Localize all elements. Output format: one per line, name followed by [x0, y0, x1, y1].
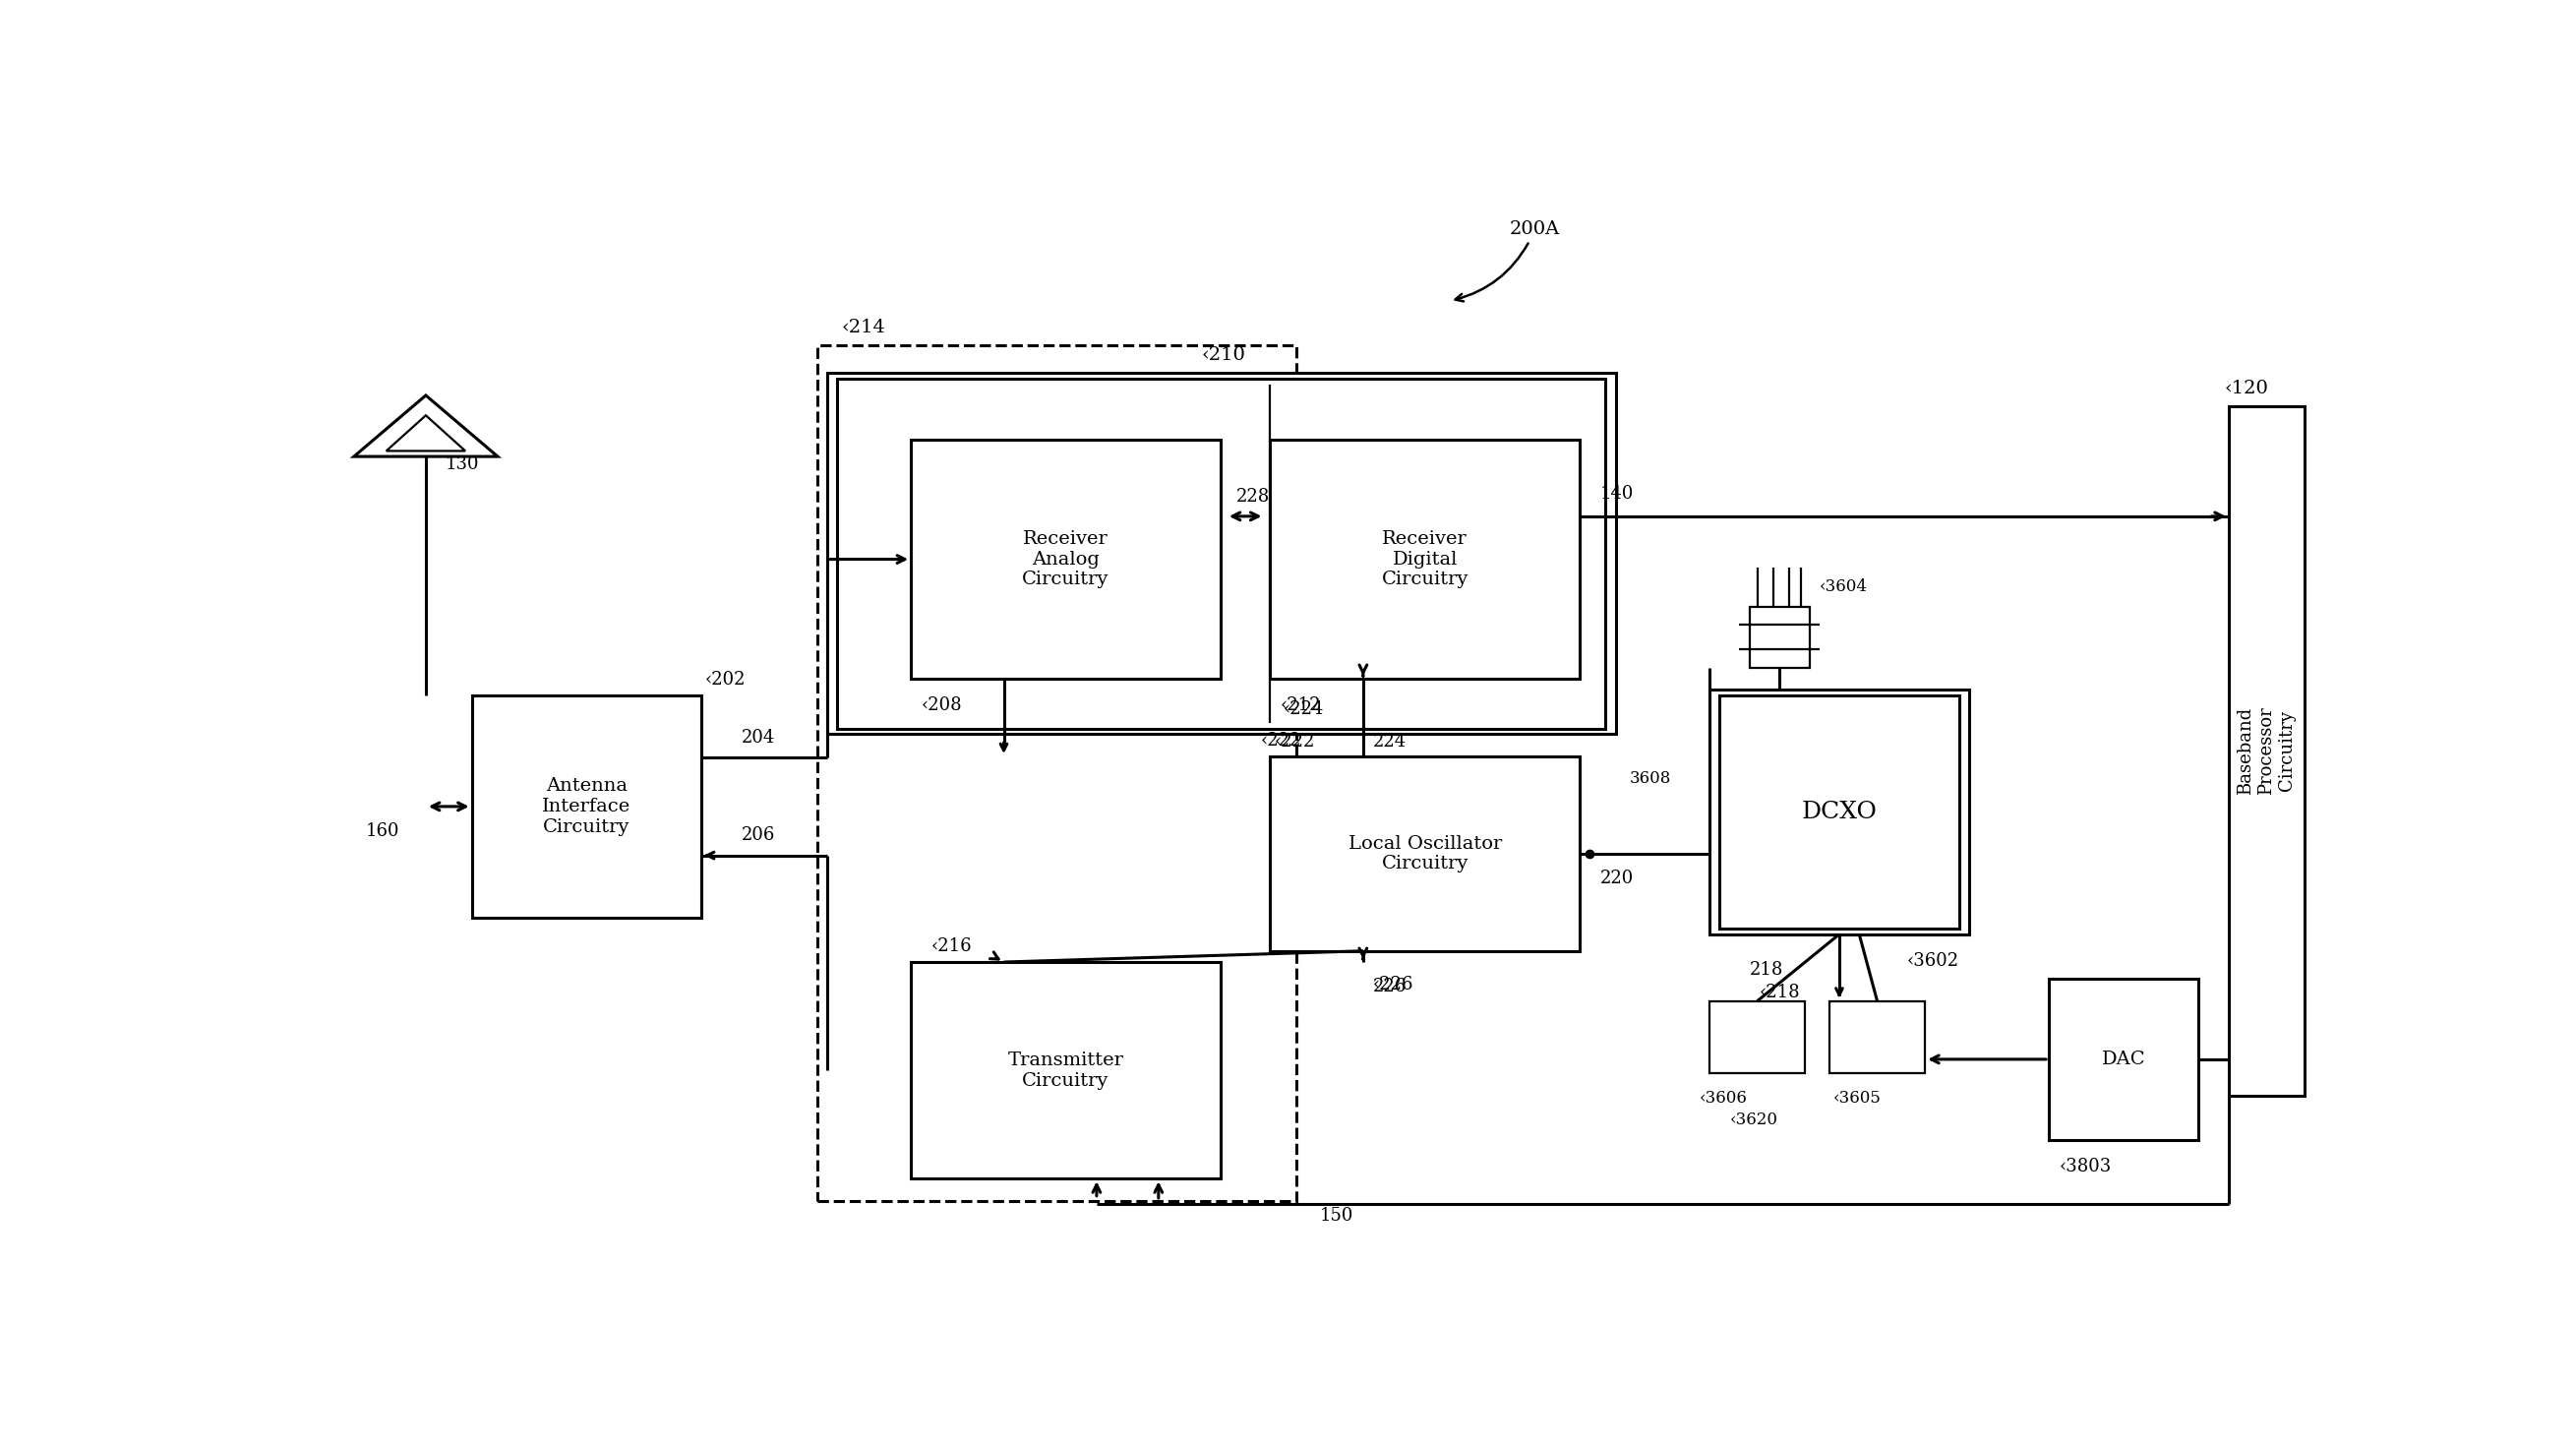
Bar	[827, 374, 1615, 734]
Text: ‹222: ‹222	[1275, 733, 1314, 750]
Bar	[1710, 1001, 1806, 1074]
Text: ‹224: ‹224	[1283, 700, 1324, 717]
Text: 140: 140	[1600, 485, 1633, 504]
Bar	[1829, 1001, 1924, 1074]
Bar	[817, 345, 1296, 1201]
Text: DAC: DAC	[2102, 1051, 2146, 1068]
Polygon shape	[386, 416, 466, 450]
Text: 130: 130	[446, 456, 479, 473]
Bar	[912, 440, 1221, 678]
Text: ‹3602: ‹3602	[1906, 952, 1958, 970]
Bar	[2228, 407, 2306, 1095]
Bar	[1721, 696, 1958, 929]
Text: ‹3620: ‹3620	[1728, 1113, 1777, 1128]
Text: ‹214: ‹214	[840, 319, 886, 336]
Text: Receiver
Analog
Circuitry: Receiver Analog Circuitry	[1023, 530, 1110, 589]
Bar	[471, 696, 701, 918]
Bar	[837, 378, 1605, 729]
Text: ‹3803: ‹3803	[2058, 1157, 2112, 1176]
Bar	[1749, 606, 1808, 668]
Text: ‹210: ‹210	[1200, 346, 1247, 364]
Text: 200A: 200A	[1455, 221, 1561, 302]
Bar	[1270, 756, 1579, 951]
Bar	[912, 962, 1221, 1179]
Text: ‹222: ‹222	[1260, 732, 1301, 750]
Text: 160: 160	[366, 823, 399, 840]
Bar	[1710, 690, 1968, 934]
Text: Local Oscillator
Circuitry: Local Oscillator Circuitry	[1347, 834, 1502, 873]
Text: ‹3605: ‹3605	[1834, 1089, 1880, 1107]
Text: ‹218: ‹218	[1759, 983, 1801, 1001]
Text: Baseband
Processor
Circuitry: Baseband Processor Circuitry	[2236, 707, 2295, 795]
Text: 150: 150	[1319, 1206, 1355, 1224]
Text: 226: 226	[1373, 978, 1406, 996]
Text: Transmitter
Circuitry: Transmitter Circuitry	[1007, 1052, 1123, 1089]
Bar	[1270, 440, 1579, 678]
Text: 228: 228	[1236, 488, 1270, 505]
Text: ‹226: ‹226	[1373, 975, 1414, 993]
Text: DCXO: DCXO	[1801, 801, 1878, 824]
Text: ‹208: ‹208	[922, 697, 961, 714]
Text: ‹3606: ‹3606	[1700, 1089, 1747, 1107]
Text: ‹202: ‹202	[706, 671, 747, 688]
Text: 220: 220	[1600, 869, 1633, 887]
Text: Receiver
Digital
Circuitry: Receiver Digital Circuitry	[1381, 530, 1468, 589]
Text: 206: 206	[742, 827, 775, 844]
Text: 218: 218	[1749, 961, 1783, 978]
Text: 3608: 3608	[1631, 771, 1672, 786]
Text: ‹120: ‹120	[2226, 380, 2269, 398]
Text: Antenna
Interface
Circuitry: Antenna Interface Circuitry	[541, 778, 631, 835]
Text: 204: 204	[742, 729, 775, 746]
Text: 224: 224	[1373, 733, 1406, 750]
Bar	[2048, 978, 2200, 1140]
Text: ‹212: ‹212	[1280, 697, 1321, 714]
Text: ‹216: ‹216	[930, 938, 971, 955]
Text: ‹3604: ‹3604	[1819, 579, 1868, 596]
